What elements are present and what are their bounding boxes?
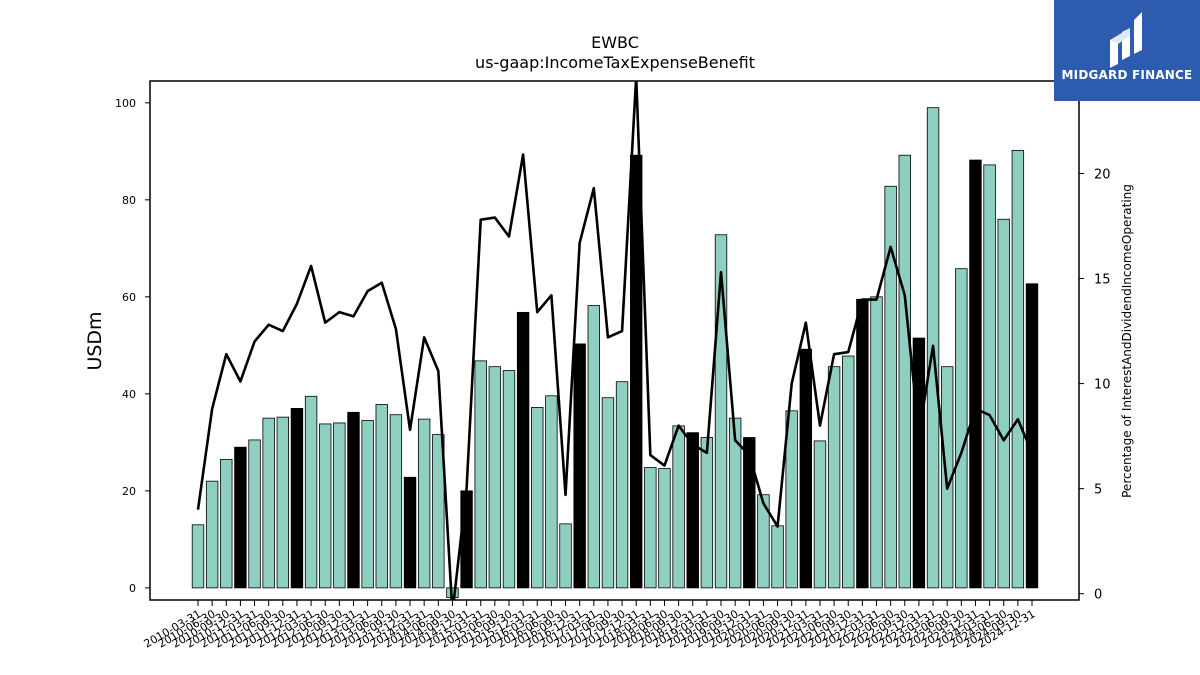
bar-2011-06-30 (262, 417, 275, 589)
bar-2022-06-30 (884, 185, 897, 589)
bar-2013-12-31 (403, 476, 417, 589)
bar-2017-03-31 (587, 305, 600, 589)
bar-series (191, 107, 1039, 598)
bar-2019-09-30 (728, 417, 742, 589)
bar-2015-03-31 (474, 360, 487, 589)
bar-2013-09-30 (389, 414, 403, 589)
bar-2019-12-31 (743, 437, 756, 589)
bar-2012-09-30 (333, 422, 346, 589)
bar-2022-12-31 (912, 337, 926, 589)
line-series (196, 81, 1034, 600)
left-axis: 0 20 40 60 80 100 (115, 97, 150, 595)
right-axis: 0 5 10 15 20 (1079, 167, 1111, 603)
bar-2021-06-30 (827, 366, 841, 589)
bar-2014-12-31 (460, 490, 473, 589)
bar-2024-09-30 (1011, 149, 1025, 589)
bar-2010-12-31 (234, 446, 247, 589)
bar-2021-03-31 (813, 440, 827, 589)
y2tick-label: 20 (1094, 167, 1111, 182)
bar-2011-12-31 (290, 408, 304, 589)
bar-2010-03-31 (191, 524, 205, 589)
ytick-label: 60 (122, 291, 136, 304)
bar-2023-12-31 (969, 159, 982, 589)
bar-2010-06-30 (205, 480, 219, 589)
midgard-finance-logo: MIDGARD FINANCE (1054, 0, 1200, 101)
logo-brand-text: MIDGARD FINANCE (1061, 68, 1193, 82)
bar-2014-06-30 (432, 434, 445, 589)
bar-2021-12-31 (856, 298, 869, 589)
bar-2019-03-31 (700, 437, 714, 589)
ytick-label: 20 (122, 485, 136, 498)
bar-2011-09-30 (276, 416, 290, 589)
bar-2012-06-30 (319, 423, 332, 589)
bar-2012-12-31 (347, 411, 360, 589)
plot-frame (149, 80, 1080, 601)
bar-2022-09-30 (898, 154, 911, 589)
bar-2013-06-30 (375, 404, 388, 589)
bar-2017-12-31 (630, 154, 643, 589)
bar-2016-09-30 (559, 523, 572, 589)
y2tick-label: 15 (1094, 273, 1111, 288)
bar-2011-03-31 (248, 439, 261, 589)
line-path (196, 81, 1034, 600)
bar-2018-06-30 (658, 468, 671, 589)
bar-2016-12-31 (573, 343, 586, 589)
y2-axis-label: Percentage of InterestAndDividendIncomeO… (1120, 184, 1134, 498)
bar-2017-09-30 (615, 381, 629, 589)
bar-2010-09-30 (220, 458, 233, 589)
y-axis-label: USDm (84, 311, 106, 370)
ytick-label: 80 (122, 194, 136, 207)
bar-2018-09-30 (672, 425, 685, 589)
bar-2015-06-30 (488, 366, 502, 589)
bar-2020-09-30 (785, 410, 798, 589)
bar-2019-06-30 (714, 234, 728, 589)
y2tick-label: 5 (1094, 483, 1102, 498)
bar-2020-06-30 (771, 525, 784, 589)
ytick-label: 40 (122, 388, 136, 401)
bar-2017-06-30 (601, 397, 615, 589)
bar-2024-12-31 (1025, 283, 1039, 589)
y2tick-label: 0 (1094, 588, 1102, 603)
bar-2024-03-31 (983, 164, 996, 589)
bar-2016-06-30 (545, 395, 558, 589)
bar-2013-03-31 (361, 420, 374, 589)
x-axis: 2010-03-312010-06-302010-09-302010-12-31… (142, 600, 1038, 651)
bar-2015-09-30 (502, 370, 516, 589)
bar-2018-03-31 (644, 467, 657, 589)
chart-subtitle: us-gaap:IncomeTaxExpenseBenefit (475, 53, 755, 72)
ytick-label: 0 (129, 582, 136, 595)
bar-2018-12-31 (686, 432, 699, 589)
bar-2014-03-31 (417, 418, 431, 589)
bar-2020-03-31 (757, 494, 770, 589)
bar-2012-03-31 (304, 395, 318, 589)
bar-2016-03-31 (531, 407, 544, 589)
bar-2015-12-31 (516, 311, 530, 589)
chart-title: EWBC (591, 33, 639, 52)
y2tick-label: 10 (1094, 378, 1111, 393)
bar-2020-12-31 (799, 348, 813, 589)
ytick-label: 100 (115, 97, 136, 110)
bar-2022-03-31 (870, 296, 883, 589)
bar-2023-09-30 (955, 268, 968, 589)
bar-2024-06-30 (997, 218, 1010, 589)
midgard-logo-icon (1110, 12, 1142, 68)
bar-2021-09-30 (842, 355, 855, 589)
